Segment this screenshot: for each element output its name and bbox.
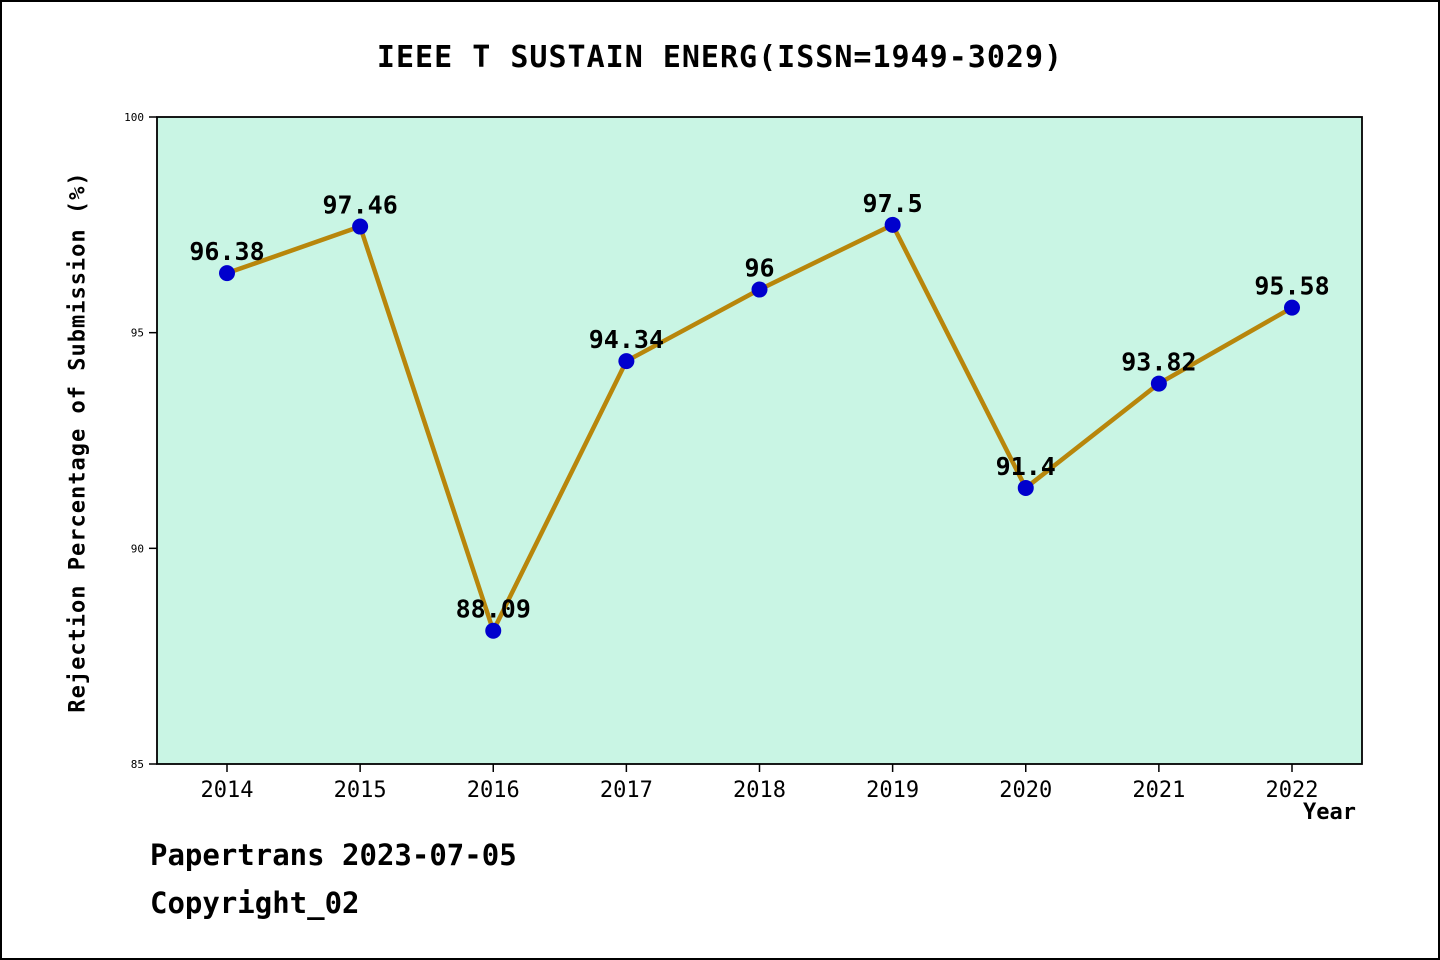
axes-frame: [156, 116, 1363, 765]
y-axis-label: Rejection Percentage of Submission (%): [65, 171, 91, 713]
footer-copyright: Copyright_02: [150, 886, 360, 920]
footer-papertrans-date: Papertrans 2023-07-05: [150, 838, 517, 872]
data-point-label: 96: [744, 254, 774, 283]
x-tick-label: 2022: [1266, 778, 1319, 803]
x-tick-label: 2018: [733, 778, 786, 803]
x-tick-label: 2016: [467, 778, 520, 803]
data-point-marker: [618, 353, 635, 370]
data-point-marker: [485, 622, 502, 639]
data-point-marker: [1284, 299, 1300, 316]
data-point-marker: [884, 216, 901, 233]
y-tick-label: 85: [131, 758, 144, 771]
x-axis-label: Year: [1303, 800, 1356, 825]
chart-title: IEEE T SUSTAIN ENERG(ISSN=1949-3029): [376, 40, 1064, 75]
data-point-marker: [352, 218, 369, 235]
data-point-marker: [219, 265, 235, 282]
data-point-marker: [1017, 479, 1034, 496]
data-point-label: 95.58: [1254, 272, 1329, 301]
data-point-marker: [1150, 375, 1167, 392]
x-tick-label: 2020: [999, 778, 1052, 803]
x-tick-label: 2021: [1132, 778, 1185, 803]
y-tick-label: 100: [124, 111, 144, 124]
x-tick-label: 2015: [334, 778, 387, 803]
data-point-label: 97.5: [863, 189, 923, 218]
y-tick-label: 90: [131, 542, 144, 555]
data-point-label: 96.38: [189, 237, 264, 266]
x-tick-label: 2019: [866, 778, 919, 803]
data-point-marker: [751, 281, 768, 298]
data-point-label: 91.4: [996, 452, 1056, 481]
data-point-label: 94.34: [589, 325, 664, 354]
y-tick-label: 95: [131, 327, 144, 340]
data-point-label: 93.82: [1121, 348, 1196, 377]
x-tick-label: 2017: [600, 778, 653, 803]
x-tick-label: 2014: [201, 778, 254, 803]
data-point-label: 88.09: [456, 595, 531, 624]
data-point-label: 97.46: [322, 191, 397, 220]
